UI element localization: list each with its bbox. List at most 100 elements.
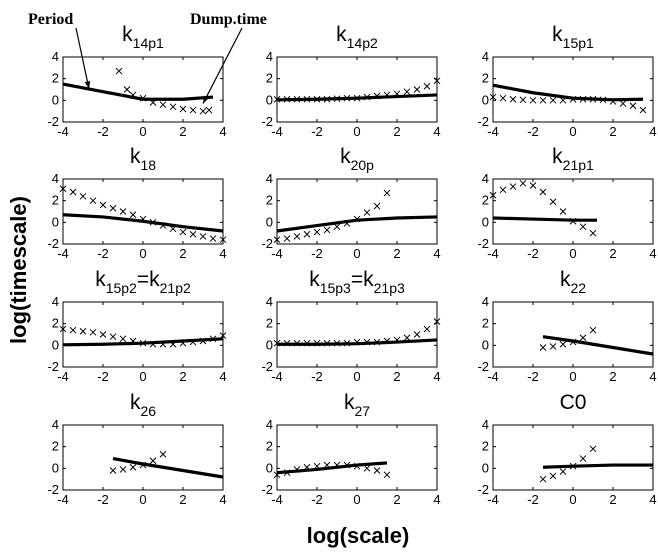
data-point-x: [373, 467, 381, 474]
data-point-x: [89, 328, 97, 336]
x-tick-label: -2: [527, 124, 539, 139]
x-tick-label: 4: [649, 246, 656, 261]
data-point-x: [79, 327, 87, 335]
x-tick-label: -2: [527, 492, 539, 507]
data-point-x: [323, 339, 331, 347]
x-tick-label: 0: [139, 124, 146, 139]
data-point-x: [149, 99, 157, 106]
series-line: [112, 457, 224, 479]
data-point-x: [353, 462, 361, 470]
x-tick-label: 2: [393, 246, 400, 261]
panel-title: k15p1: [552, 23, 594, 51]
data-point-x: [363, 93, 371, 101]
x-tick-label: -4: [271, 124, 283, 139]
data-point-x: [119, 466, 127, 473]
data-point-x: [383, 337, 391, 345]
x-tick-label: 4: [219, 369, 226, 384]
y-tick-label: 4: [266, 417, 273, 432]
annotation-dump-time: Dump.time: [190, 11, 267, 28]
data-point-x: [119, 335, 127, 343]
plot-frame: [492, 301, 654, 368]
data-point-x: [559, 468, 567, 475]
data-point-x: [209, 335, 217, 343]
series-line: [492, 83, 644, 102]
panel-title: k21p1: [552, 145, 594, 173]
x-tick-label: -2: [311, 492, 323, 507]
x-tick-label: -2: [311, 124, 323, 139]
x-tick-label: -2: [97, 492, 109, 507]
data-point-x: [589, 229, 597, 237]
x-tick-label: 4: [433, 492, 440, 507]
data-point-x: [129, 211, 137, 219]
x-tick-label: -4: [57, 246, 69, 261]
x-tick-label: 2: [179, 246, 186, 261]
data-point-x: [353, 94, 361, 102]
x-tick-label: 2: [609, 246, 616, 261]
data-point-x: [509, 95, 517, 103]
x-tick-label: 4: [219, 124, 226, 139]
data-point-x: [403, 88, 411, 96]
y-tick-label: 4: [482, 294, 489, 309]
x-tick-label: -2: [97, 246, 109, 261]
data-point-x: [179, 339, 187, 347]
y-tick-label: 2: [52, 316, 59, 331]
x-tick-label: 0: [353, 492, 360, 507]
y-tick-label: -2: [261, 114, 273, 129]
data-point-x: [283, 339, 291, 347]
x-tick-label: 4: [433, 124, 440, 139]
data-point-x: [333, 339, 341, 347]
x-tick-label: -4: [487, 492, 499, 507]
plot-frame: [276, 56, 438, 123]
data-point-x: [569, 462, 577, 470]
data-point-x: [139, 215, 147, 223]
data-point-x: [219, 332, 227, 339]
y-tick-label: 2: [266, 193, 273, 208]
x-tick-label: 2: [179, 124, 186, 139]
series-line: [277, 338, 438, 346]
y-tick-label: -2: [47, 482, 59, 497]
y-tick-label: 2: [482, 71, 489, 86]
data-point-x: [199, 107, 207, 115]
data-point-x: [189, 338, 197, 346]
data-point-x: [69, 188, 77, 196]
data-point-x: [363, 338, 371, 346]
data-point-x: [569, 338, 577, 346]
data-point-x: [283, 469, 291, 477]
x-tick-label: 4: [433, 369, 440, 384]
panel-title: k18: [130, 145, 156, 173]
data-point-x: [383, 189, 391, 197]
data-point-x: [609, 98, 617, 105]
data-point-x: [393, 336, 401, 344]
data-point-x: [273, 339, 281, 347]
data-point-x: [129, 463, 137, 471]
data-point-x: [619, 100, 627, 107]
data-point-x: [639, 106, 647, 114]
data-point-x: [303, 339, 311, 347]
series-line: [542, 335, 654, 356]
y-tick-label: 2: [266, 71, 273, 86]
x-tick-label: -4: [57, 492, 69, 507]
data-point-x: [179, 105, 187, 113]
data-point-x: [323, 461, 331, 469]
plot-frame: [492, 178, 654, 245]
x-tick-label: -4: [487, 246, 499, 261]
data-point-x: [123, 86, 131, 93]
data-point-x: [333, 461, 341, 469]
y-tick-label: 4: [482, 49, 489, 64]
annotation-period-arrow: [75, 27, 90, 90]
series-line: [62, 213, 224, 233]
x-tick-label: 0: [139, 246, 146, 261]
data-point-x: [159, 450, 167, 458]
y-tick-label: -2: [261, 236, 273, 251]
data-point-x: [363, 464, 371, 472]
data-point-x: [343, 461, 351, 469]
x-tick-label: 2: [393, 124, 400, 139]
x-tick-label: 4: [649, 492, 656, 507]
data-point-x: [569, 217, 577, 225]
data-point-x: [189, 106, 197, 114]
